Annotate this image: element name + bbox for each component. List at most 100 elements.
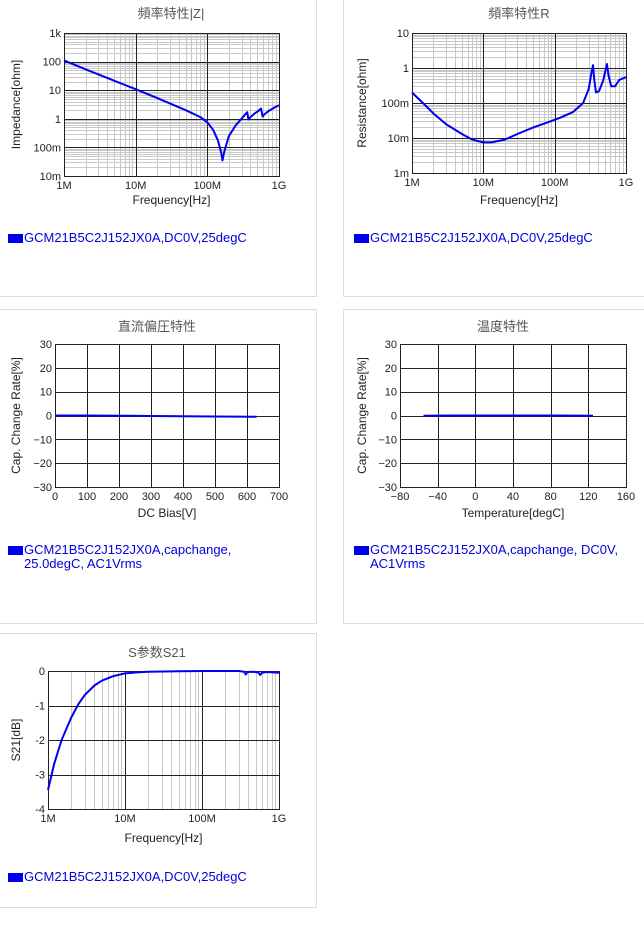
x-tick-label: 1M — [404, 177, 419, 189]
temperature-legend[interactable]: GCM21B5C2J152JX0A,capchange, DC0V, AC1Vr… — [354, 543, 618, 571]
legend-label: GCM21B5C2J152JX0A,capchange, 25.0degC, A… — [24, 542, 232, 571]
major-grid — [48, 671, 280, 810]
y-tick-label: -2 — [35, 735, 45, 747]
legend-swatch — [8, 546, 23, 555]
x-tick-label: 100M — [541, 177, 569, 189]
chart-title: S参数S21 — [128, 645, 186, 660]
resistance-legend[interactable]: GCM21B5C2J152JX0A,DC0V,25degC — [354, 231, 593, 245]
impedance-chart-panel — [0, 0, 317, 297]
legend-label: GCM21B5C2J152JX0A,DC0V,25degC — [24, 869, 247, 884]
y-tick-label: 1 — [55, 114, 61, 126]
chart-title: 頻率特性|Z| — [138, 6, 205, 21]
legend-label: GCM21B5C2J152JX0A,capchange, DC0V, AC1Vr… — [370, 542, 619, 571]
y-tick-label: 0 — [46, 411, 52, 423]
dc-bias-legend[interactable]: GCM21B5C2J152JX0A,capchange, 25.0degC, A… — [8, 543, 231, 571]
resistance-chart-panel — [343, 0, 644, 297]
x-tick-label: 300 — [142, 491, 160, 503]
x-tick-label: 10M — [114, 813, 135, 825]
y-tick-label: 100m — [33, 142, 61, 154]
y-axis-label: Impedance[ohm] — [9, 60, 23, 149]
plot-frame — [400, 344, 627, 488]
y-axis-label: Cap. Change Rate[%] — [9, 357, 23, 474]
x-axis-label: Temperature[degC] — [462, 506, 565, 520]
y-axis-label: S21[dB] — [9, 719, 23, 762]
y-tick-label: -1 — [35, 701, 45, 713]
y-tick-label: −10 — [33, 434, 52, 446]
y-tick-label: 10 — [49, 85, 61, 97]
y-tick-label: 30 — [385, 339, 397, 351]
y-tick-label: 100 — [43, 57, 61, 69]
chart-title: 頻率特性R — [488, 6, 549, 21]
series-line — [55, 414, 257, 418]
series-line — [63, 59, 280, 162]
x-tick-label: 0 — [472, 491, 478, 503]
x-tick-label: 100M — [194, 180, 222, 192]
x-tick-label: 160 — [617, 491, 635, 503]
legend-swatch — [354, 234, 369, 243]
y-tick-label: 10 — [397, 28, 409, 40]
y-tick-label: 10m — [40, 171, 61, 183]
y-tick-label: 10m — [388, 133, 409, 145]
y-tick-label: 10 — [40, 387, 52, 399]
legend-label: GCM21B5C2J152JX0A,DC0V,25degC — [24, 230, 247, 245]
x-tick-label: 1G — [272, 180, 287, 192]
x-tick-label: 1G — [619, 177, 634, 189]
series-line — [47, 670, 280, 791]
y-tick-label: 1k — [49, 28, 61, 40]
y-tick-label: −30 — [378, 482, 397, 494]
y-tick-label: -4 — [35, 804, 45, 816]
plot-frame — [412, 33, 627, 174]
x-tick-label: 700 — [270, 491, 288, 503]
x-tick-label: 100 — [78, 491, 96, 503]
x-tick-label: 1M — [40, 813, 55, 825]
x-tick-label: 40 — [507, 491, 519, 503]
y-tick-label: 1m — [394, 168, 409, 180]
y-tick-label: −20 — [378, 458, 397, 470]
x-tick-label: 1M — [56, 180, 71, 192]
s21-legend[interactable]: GCM21B5C2J152JX0A,DC0V,25degC — [8, 870, 247, 884]
chart-title: 温度特性 — [477, 319, 529, 334]
minor-grid — [64, 33, 279, 176]
legend-swatch — [8, 234, 23, 243]
legend-swatch — [8, 873, 23, 882]
x-axis-label: Frequency[Hz] — [480, 193, 558, 207]
x-tick-label: 10M — [473, 177, 494, 189]
legend-swatch — [354, 546, 369, 555]
y-tick-label: 20 — [40, 363, 52, 375]
y-tick-label: 1 — [403, 63, 409, 75]
y-tick-label: 30 — [40, 339, 52, 351]
y-axis-label: Cap. Change Rate[%] — [355, 357, 369, 474]
x-axis-label: DC Bias[V] — [138, 506, 197, 520]
legend-label: GCM21B5C2J152JX0A,DC0V,25degC — [370, 230, 593, 245]
y-tick-label: −20 — [33, 458, 52, 470]
x-tick-label: 200 — [110, 491, 128, 503]
y-tick-label: −10 — [378, 434, 397, 446]
x-tick-label: 1G — [272, 813, 287, 825]
x-tick-label: 500 — [206, 491, 224, 503]
x-tick-label: −40 — [428, 491, 447, 503]
temperature-chart-panel — [343, 309, 644, 624]
x-tick-label: 0 — [52, 491, 58, 503]
series-line — [411, 63, 627, 144]
plot-frame — [64, 33, 280, 177]
x-axis-label: Frequency[Hz] — [132, 193, 210, 207]
y-tick-label: 10 — [385, 387, 397, 399]
x-tick-label: 120 — [579, 491, 597, 503]
y-tick-label: 0 — [39, 666, 45, 678]
y-tick-label: −30 — [33, 482, 52, 494]
x-tick-label: 100M — [188, 813, 216, 825]
y-tick-label: -3 — [35, 770, 45, 782]
x-tick-label: 10M — [125, 180, 146, 192]
y-tick-label: 20 — [385, 363, 397, 375]
x-tick-label: 600 — [238, 491, 256, 503]
impedance-legend[interactable]: GCM21B5C2J152JX0A,DC0V,25degC — [8, 231, 247, 245]
x-axis-label: Frequency[Hz] — [124, 831, 202, 845]
y-axis-label: Resistance[ohm] — [355, 58, 369, 147]
chart-title: 直流偏圧特性 — [118, 319, 196, 334]
x-tick-label: 400 — [174, 491, 192, 503]
